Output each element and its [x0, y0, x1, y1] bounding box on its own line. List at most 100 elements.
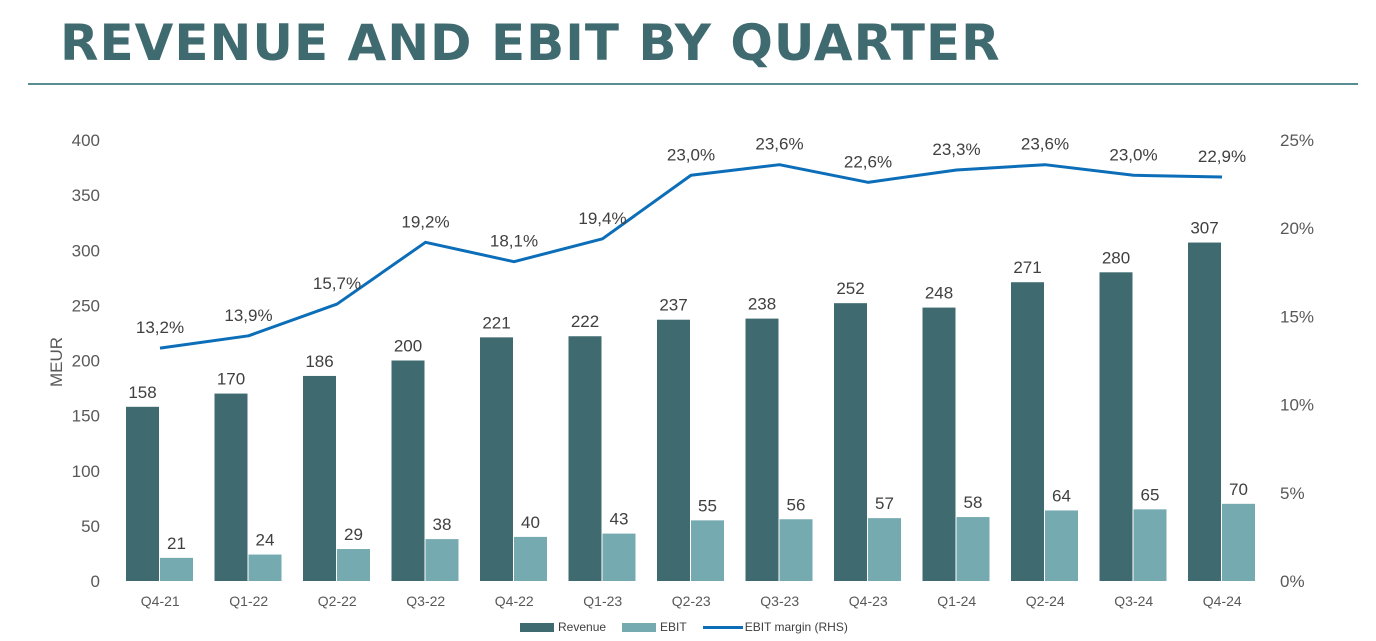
y2-tick-label: 5%: [1280, 484, 1305, 503]
x-tick-label: Q2-22: [318, 593, 357, 609]
ebit-bar: [337, 549, 370, 581]
margin-data-label: 22,9%: [1198, 147, 1246, 166]
y-tick-label: 100: [72, 462, 100, 481]
ebit-data-label: 65: [1141, 485, 1160, 504]
y-axis-right: 0% 5% 10% 15% 20% 25%: [1280, 131, 1314, 591]
margin-data-label: 13,2%: [136, 318, 184, 337]
ebit-data-label: 29: [344, 525, 363, 544]
margin-data-label: 23,0%: [1109, 145, 1157, 164]
revenue-data-label: 158: [128, 383, 156, 402]
revenue-bar: [391, 360, 425, 581]
revenue-data-label: 222: [571, 312, 599, 331]
revenue-bar: [834, 303, 867, 581]
x-tick-label: Q3-23: [760, 593, 799, 609]
y2-tick-label: 15%: [1280, 307, 1314, 326]
x-tick-label: Q4-22: [495, 593, 534, 609]
y-tick-label: 0: [91, 572, 100, 591]
revenue-data-label: 307: [1190, 219, 1218, 238]
ebit-margin-line: [159, 163, 1223, 350]
margin-data-label: 23,6%: [1021, 135, 1069, 154]
ebit-bar: [1133, 509, 1167, 581]
y-axis-left: 0 50 100 150 200 250 300 350 400: [72, 131, 100, 591]
margin-line-series: [159, 163, 1223, 350]
ebit-data-label: 40: [521, 513, 540, 532]
margin-data-label: 18,1%: [490, 232, 538, 251]
ebit-bar: [691, 520, 724, 581]
chart-legend: Revenue EBIT EBIT margin (RHS): [520, 620, 864, 634]
legend-label-margin: EBIT margin (RHS): [744, 620, 848, 634]
x-tick-label: Q4-24: [1203, 593, 1242, 609]
ebit-bar: [779, 519, 813, 581]
revenue-data-label: 186: [305, 352, 333, 371]
y-axis-title: MEUR: [47, 337, 66, 387]
ebit-data-label: 57: [875, 494, 894, 513]
x-tick-label: Q4-23: [849, 593, 888, 609]
y-tick-label: 150: [72, 407, 100, 426]
revenue-bar: [745, 318, 779, 581]
revenue-data-label: 170: [217, 370, 245, 389]
ebit-bar: [425, 539, 459, 581]
x-tick-label: Q1-22: [229, 593, 268, 609]
x-tick-label: Q2-24: [1026, 593, 1065, 609]
revenue-bar: [1188, 242, 1221, 581]
y2-tick-label: 10%: [1280, 396, 1314, 415]
y-tick-label: 250: [72, 296, 100, 315]
x-tick-label: Q3-22: [406, 593, 445, 609]
revenue-data-label: 238: [748, 295, 776, 314]
revenue-bar: [1011, 282, 1044, 581]
ebit-data-label: 56: [787, 495, 806, 514]
title-divider: [28, 83, 1358, 85]
revenue-bar: [568, 336, 602, 581]
bar-data-labels: 158 21 170 24 186 29 200 38 221 40 222 43 237 55 238 56…: [128, 219, 1248, 553]
y-tick-label: 200: [72, 352, 100, 371]
ebit-data-label: 24: [256, 531, 275, 550]
revenue-ebit-chart: 0 50 100 150 200 250 300 350 400 0% 5% 10% 15% 20% 25…: [47, 131, 1314, 609]
ebit-bar: [602, 533, 636, 581]
ebit-data-label: 21: [167, 534, 186, 553]
margin-data-label: 23,3%: [932, 140, 980, 159]
margin-data-label: 15,7%: [313, 274, 361, 293]
legend-swatch-ebit: [622, 622, 657, 632]
legend-item-revenue: Revenue: [520, 620, 606, 634]
revenue-data-label: 252: [836, 279, 864, 298]
ebit-bar: [248, 554, 282, 581]
margin-data-label: 19,4%: [578, 209, 626, 228]
legend-item-margin: EBIT margin (RHS): [702, 620, 848, 634]
legend-label-ebit: EBIT: [660, 620, 687, 634]
x-tick-label: Q4-21: [141, 593, 180, 609]
y2-tick-label: 20%: [1280, 219, 1314, 238]
y-tick-label: 50: [81, 517, 100, 536]
legend-swatch-revenue: [520, 622, 554, 632]
x-tick-label: Q1-24: [937, 593, 976, 609]
legend-swatch-margin: [702, 625, 743, 629]
revenue-data-label: 271: [1013, 258, 1041, 277]
ebit-data-label: 64: [1052, 486, 1071, 505]
revenue-data-label: 280: [1102, 248, 1130, 267]
ebit-data-label: 55: [698, 496, 717, 515]
ebit-data-label: 38: [433, 515, 452, 534]
ebit-data-label: 43: [610, 510, 629, 529]
margin-data-label: 19,2%: [401, 212, 449, 231]
revenue-data-label: 248: [925, 284, 953, 303]
margin-data-label: 23,0%: [667, 145, 715, 164]
margin-data-label: 23,6%: [755, 135, 803, 154]
revenue-bar: [922, 307, 956, 581]
ebit-bar: [160, 557, 193, 581]
margin-data-label: 13,9%: [224, 306, 272, 325]
ebit-data-label: 58: [964, 493, 983, 512]
ebit-bar: [956, 517, 990, 581]
ebit-bar: [1222, 503, 1255, 581]
revenue-data-label: 237: [659, 296, 687, 315]
y2-tick-label: 25%: [1280, 131, 1314, 150]
y-tick-label: 350: [72, 186, 100, 205]
bar-series: [126, 242, 1255, 581]
x-tick-label: Q2-23: [672, 593, 711, 609]
revenue-bar: [214, 393, 248, 581]
page-title: REVENUE AND EBIT BY QUARTER: [60, 14, 1001, 72]
revenue-bar: [480, 337, 513, 581]
ebit-data-label: 70: [1229, 480, 1248, 499]
x-tick-label: Q1-23: [583, 593, 622, 609]
y-tick-label: 400: [72, 131, 100, 150]
legend-item-ebit: EBIT: [622, 620, 687, 634]
revenue-data-label: 200: [394, 337, 422, 356]
